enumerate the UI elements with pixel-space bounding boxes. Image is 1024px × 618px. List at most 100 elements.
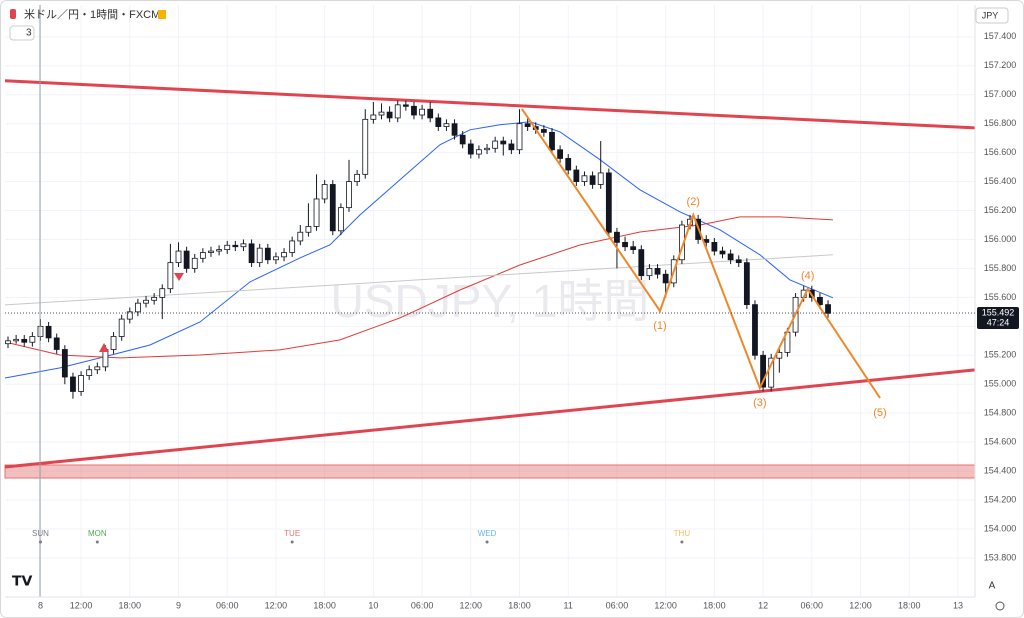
- candle-body: [484, 147, 490, 151]
- candle-body: [451, 123, 458, 136]
- candle-body: [630, 246, 637, 251]
- candle-body: [597, 172, 604, 185]
- x-tick-label: 06:00: [216, 600, 239, 610]
- candle-body: [719, 250, 726, 255]
- auto-scale[interactable]: A: [989, 581, 996, 592]
- indicator-count: 3: [26, 28, 32, 39]
- candle-body: [614, 231, 620, 243]
- candle-body: [386, 111, 393, 119]
- candle-body: [516, 123, 523, 151]
- y-tick-label: 154.600: [984, 436, 1017, 446]
- session-label: SUN: [32, 529, 49, 538]
- x-tick-label: 18:00: [898, 600, 921, 610]
- last-price-label: 155.492: [982, 307, 1015, 317]
- x-tick-label: 06:00: [411, 600, 434, 610]
- candle-body: [305, 226, 312, 233]
- candle-body: [45, 325, 52, 339]
- wave-label: (4): [801, 270, 814, 282]
- y-tick-label: 156.800: [984, 118, 1017, 128]
- y-tick-label: 156.000: [984, 234, 1017, 244]
- y-tick-label: 156.400: [984, 176, 1017, 186]
- candle-body: [321, 184, 328, 200]
- candle-body: [53, 337, 60, 350]
- candle-body: [297, 231, 304, 242]
- candle-body: [622, 241, 628, 248]
- candle-body: [638, 249, 645, 277]
- candle-body: [354, 173, 361, 182]
- settings-icon[interactable]: [995, 601, 1005, 611]
- candle-body: [175, 250, 182, 264]
- candle-body: [143, 299, 149, 304]
- session-label: MON: [88, 529, 107, 538]
- candle-body: [248, 243, 255, 264]
- candle-body: [476, 149, 482, 155]
- candle-body: [289, 240, 296, 253]
- x-tick-label: 13: [953, 600, 963, 610]
- candle-body: [752, 304, 758, 356]
- candle-body: [711, 241, 718, 252]
- x-tick-label: 11: [564, 600, 573, 610]
- x-tick-label: 12:00: [654, 600, 677, 610]
- candle-body: [427, 108, 434, 119]
- sell-marker: [174, 273, 184, 281]
- wave-label: (2): [687, 196, 700, 208]
- candle-body: [467, 143, 474, 155]
- y-tick-label: 154.200: [984, 494, 1017, 504]
- x-tick-label: 18:00: [508, 600, 531, 610]
- wave-line: [521, 108, 881, 399]
- market-icon: [158, 10, 166, 19]
- candle-body: [70, 376, 76, 392]
- candle-body: [240, 243, 247, 248]
- candle-body: [183, 250, 190, 269]
- wave-label: (1): [653, 320, 666, 332]
- candle-body: [581, 175, 588, 182]
- candle-body: [191, 257, 198, 269]
- y-tick-label: 155.600: [984, 292, 1017, 302]
- session-label: WED: [478, 529, 497, 538]
- candle-body: [159, 288, 166, 298]
- currency-button[interactable]: [975, 7, 1009, 24]
- candle-body: [5, 340, 11, 345]
- candle-body: [589, 175, 596, 185]
- x-tick-label: 12:00: [70, 600, 93, 610]
- candle-body: [29, 336, 36, 343]
- candle-body: [540, 129, 547, 133]
- y-tick-label: 155.000: [984, 379, 1017, 389]
- candle-body: [524, 123, 531, 127]
- candle-body: [573, 169, 580, 182]
- overlay-line: [4, 79, 976, 130]
- wave-label: (5): [873, 407, 886, 419]
- y-tick-label: 155.800: [984, 263, 1017, 273]
- candle-body: [654, 268, 661, 275]
- candle-body: [86, 369, 93, 376]
- candle-body: [102, 349, 109, 368]
- x-tick-label: 8: [38, 600, 43, 610]
- buy-marker: [99, 343, 109, 352]
- candle-body: [743, 262, 750, 306]
- candle-body: [224, 244, 231, 251]
- candle-body: [256, 247, 263, 264]
- candle-body: [232, 244, 239, 248]
- countdown-label: 47:24: [987, 317, 1010, 327]
- session-dot: [290, 540, 294, 544]
- y-tick-label: 155.200: [984, 350, 1017, 360]
- x-tick-label: 12:00: [849, 600, 872, 610]
- overlay-line: [4, 368, 976, 469]
- chart-title: 米ドル／円・1時間・FXCM: [24, 8, 160, 21]
- candle-body: [378, 111, 385, 116]
- session-label: TUE: [284, 529, 300, 538]
- currency-label: JPY: [982, 10, 999, 20]
- x-tick-label: 18:00: [119, 600, 142, 610]
- indicator-badge[interactable]: [9, 25, 35, 41]
- candle-body: [411, 105, 417, 116]
- candle-body: [126, 311, 133, 320]
- y-tick-label: 156.200: [984, 205, 1017, 215]
- candle-body: [435, 117, 442, 127]
- candle-body: [216, 249, 223, 252]
- x-tick-label: 06:00: [606, 600, 629, 610]
- candle-body: [500, 140, 507, 145]
- candle-body: [727, 253, 734, 261]
- candle-body: [167, 262, 174, 290]
- candle-body: [443, 123, 450, 127]
